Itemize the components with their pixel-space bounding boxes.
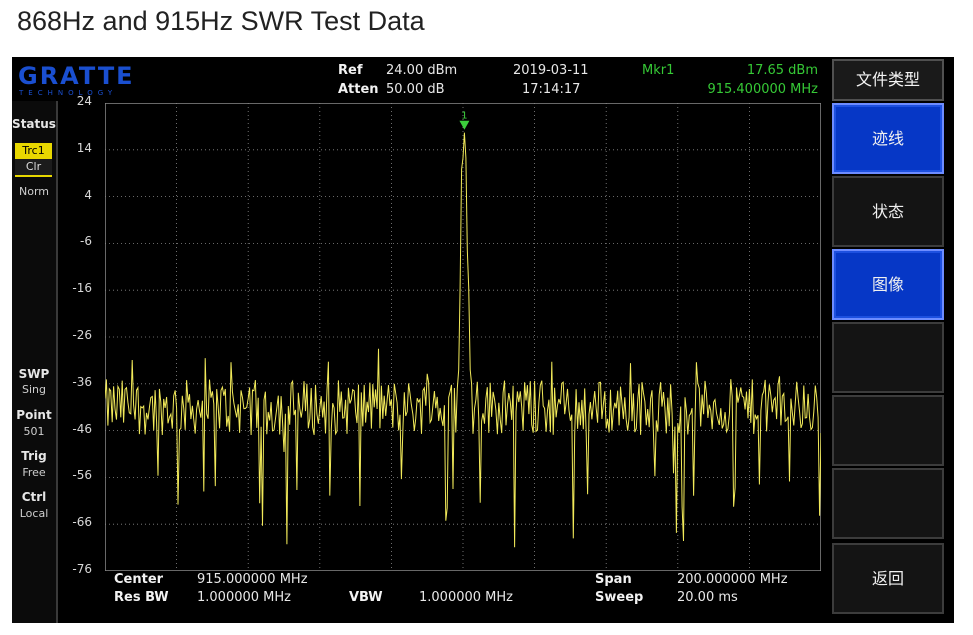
sweep-label: SWP: [18, 367, 50, 381]
trigger-label: Trig: [21, 449, 47, 463]
trace-mode[interactable]: Clr: [15, 159, 52, 177]
trigger-mode: Free: [22, 466, 46, 479]
center-label: Center: [114, 572, 164, 587]
point-label: Point: [16, 408, 52, 422]
marker-frequency: 915.400000 MHz: [707, 82, 818, 97]
vbw-label: VBW: [349, 590, 383, 605]
marker-label: Mkr1: [642, 63, 675, 78]
time-readout: 17:14:17: [522, 82, 581, 97]
y-tick-label: -36: [72, 374, 92, 389]
control-label: Ctrl: [21, 490, 47, 504]
softkey-return[interactable]: 返回: [832, 543, 944, 614]
atten-label: Atten: [338, 82, 379, 97]
y-tick-label: 4: [84, 187, 92, 202]
marker-triangle: [459, 120, 470, 130]
sweep-time-value: 20.00 ms: [677, 590, 738, 605]
y-tick-label: 14: [76, 140, 92, 155]
softkey-menu: 文件类型 迹线 状态 图像 返回: [828, 57, 954, 623]
y-tick-label: 24: [76, 94, 92, 108]
sweep-time-label: Sweep: [595, 590, 644, 605]
spectrum-trace: [105, 132, 821, 548]
spectrum-plot: 1: [105, 103, 821, 571]
trace-selector[interactable]: Trc1: [15, 143, 52, 159]
rbw-label: Res BW: [114, 590, 169, 605]
gratten-logo: GRATTEN TECHNOLOGY: [16, 60, 136, 98]
sweep-mode: Sing: [22, 383, 46, 396]
date-readout: 2019-03-11: [513, 63, 589, 78]
y-tick-label: -26: [72, 328, 92, 342]
softkey-menu-title[interactable]: 文件类型: [832, 59, 944, 101]
span-label: Span: [595, 572, 632, 587]
y-tick-label: -16: [72, 281, 92, 296]
logo-text: GRATTEN: [18, 62, 136, 90]
ref-label: Ref: [338, 63, 363, 78]
status-panel: Status Trc1 Clr Norm SWP Sing Point 501 …: [12, 101, 58, 623]
y-tick-label: -66: [72, 515, 92, 530]
softkey-blank-3[interactable]: [832, 468, 944, 539]
header-bar: GRATTEN TECHNOLOGY Ref 24.00 dBm Atten 5…: [12, 57, 828, 101]
softkey-image[interactable]: 图像: [832, 249, 944, 320]
ref-value: 24.00 dBm: [386, 63, 458, 78]
center-value: 915.000000 MHz: [197, 572, 308, 587]
softkey-status[interactable]: 状态: [832, 176, 944, 247]
marker-number: 1: [461, 111, 467, 122]
logo-subtext: TECHNOLOGY: [18, 89, 117, 97]
point-count: 501: [23, 425, 45, 438]
softkey-blank-1[interactable]: [832, 322, 944, 393]
y-tick-label: -56: [72, 468, 92, 483]
detector-mode: Norm: [18, 185, 49, 198]
softkey-blank-2[interactable]: [832, 395, 944, 466]
plot-grid: [105, 103, 821, 571]
softkey-trace[interactable]: 迹线: [832, 103, 944, 174]
control-mode: Local: [19, 507, 49, 520]
y-tick-label: -46: [72, 421, 92, 436]
atten-value: 50.00 dB: [386, 82, 445, 97]
marker-1[interactable]: 1: [459, 111, 470, 130]
analyzer-screen: GRATTEN TECHNOLOGY Ref 24.00 dBm Atten 5…: [12, 57, 954, 623]
y-tick-label: -6: [80, 234, 92, 249]
vbw-value: 1.000000 MHz: [419, 590, 513, 605]
marker-level: 17.65 dBm: [746, 63, 818, 78]
y-tick-label: -76: [72, 562, 92, 576]
status-label: Status: [12, 117, 56, 131]
rbw-value: 1.000000 MHz: [197, 590, 291, 605]
span-value: 200.000000 MHz: [677, 572, 788, 587]
page-title: 868Hz and 915Hz SWR Test Data: [17, 6, 425, 36]
